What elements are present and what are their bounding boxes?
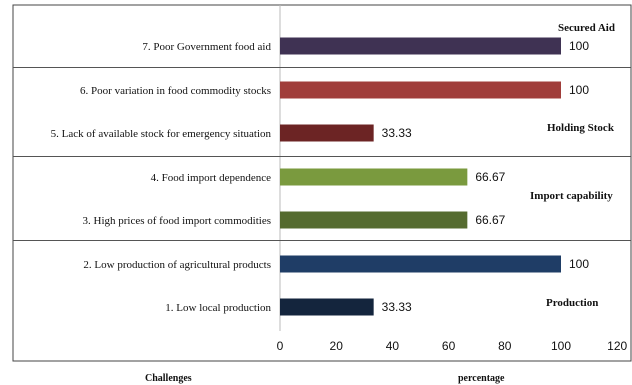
group-label-secured-aid: Secured Aid (558, 22, 615, 34)
bar (280, 298, 374, 316)
category-label: 7. Poor Government food aid (142, 41, 271, 53)
y-axis-title: Challenges (145, 373, 192, 384)
value-label: 100 (569, 257, 589, 271)
value-label: 100 (569, 83, 589, 97)
category-label: 6. Poor variation in food commodity stoc… (80, 85, 271, 97)
x-tick-label: 100 (551, 339, 571, 353)
bar (280, 211, 468, 229)
x-tick-label: 80 (498, 339, 512, 353)
x-axis-title: percentage (458, 373, 505, 384)
x-tick-label: 40 (386, 339, 400, 353)
category-labels: 7. Poor Government food aid 6. Poor varia… (51, 41, 272, 314)
bar (280, 255, 561, 273)
value-label: 33.33 (382, 300, 412, 314)
category-label: 1. Low local production (165, 302, 271, 314)
x-tick-labels: 0 20 40 60 80 100 120 (277, 339, 628, 353)
x-tick-label: 20 (330, 339, 344, 353)
bar (280, 124, 374, 142)
bar (280, 168, 468, 186)
x-tick-label: 0 (277, 339, 284, 353)
bar (280, 37, 561, 55)
group-label-import-capability: Import capability (530, 190, 613, 202)
value-label: 66.67 (475, 170, 505, 184)
category-label: 4. Food import dependence (151, 172, 271, 184)
category-label: 5. Lack of available stock for emergency… (51, 128, 272, 140)
category-label: 2. Low production of agricultural produc… (83, 259, 271, 271)
x-tick-label: 120 (607, 339, 627, 353)
value-labels: 100 100 33.33 66.67 66.67 100 33.33 (382, 39, 590, 314)
group-label-holding-stock: Holding Stock (547, 122, 615, 134)
value-label: 66.67 (475, 213, 505, 227)
bar-series (280, 37, 561, 316)
category-label: 3. High prices of food import commoditie… (83, 215, 272, 227)
group-label-production: Production (546, 297, 598, 309)
bar (280, 81, 561, 99)
value-label: 33.33 (382, 126, 412, 140)
plot-frame (12, 4, 632, 362)
value-label: 100 (569, 39, 589, 53)
x-tick-label: 60 (442, 339, 456, 353)
